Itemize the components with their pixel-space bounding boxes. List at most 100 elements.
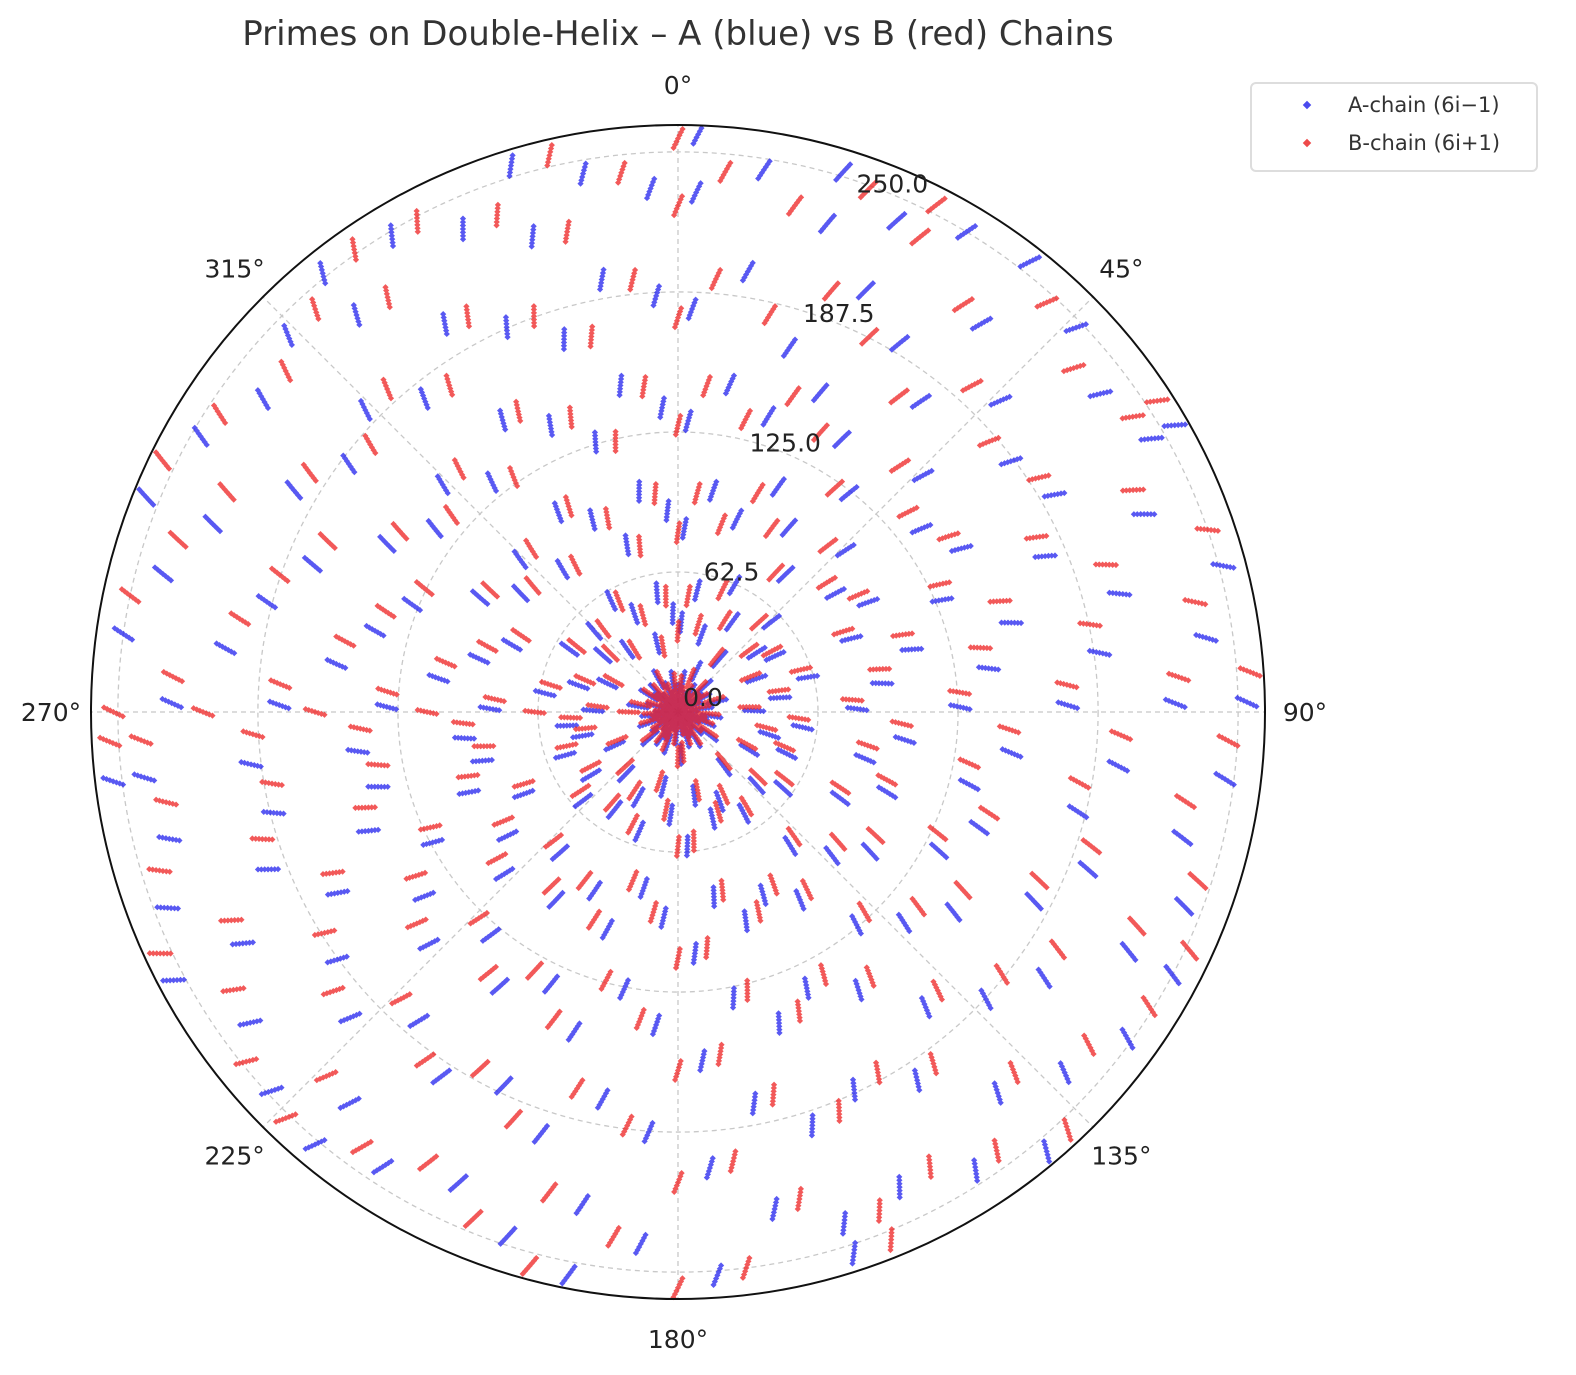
data-point bbox=[729, 1004, 737, 1011]
data-point bbox=[1014, 619, 1021, 626]
r-tick-label: 187.5 bbox=[803, 299, 875, 328]
data-point bbox=[873, 855, 880, 862]
data-point bbox=[786, 694, 793, 701]
data-point bbox=[1082, 321, 1090, 328]
data-point bbox=[1151, 435, 1158, 442]
data-point bbox=[974, 1177, 981, 1184]
data-point bbox=[1140, 486, 1147, 493]
data-point bbox=[776, 1029, 783, 1036]
data-point bbox=[1230, 781, 1237, 788]
data-point bbox=[1006, 597, 1013, 604]
data-point bbox=[743, 927, 751, 934]
data-point bbox=[808, 1128, 816, 1136]
data-point bbox=[1037, 905, 1044, 912]
data-points bbox=[96, 125, 1263, 1301]
data-point bbox=[1175, 421, 1182, 429]
data-point bbox=[1187, 840, 1194, 848]
data-point bbox=[546, 903, 553, 910]
data-point bbox=[697, 1067, 704, 1074]
data-point bbox=[858, 996, 865, 1003]
data-point bbox=[1001, 619, 1008, 626]
data-point bbox=[549, 855, 556, 863]
data-point bbox=[1132, 956, 1139, 963]
data-point bbox=[834, 860, 841, 867]
data-point bbox=[775, 612, 783, 620]
data-point bbox=[559, 1280, 566, 1287]
data-point bbox=[447, 1186, 454, 1193]
data-point bbox=[762, 900, 769, 908]
data-point bbox=[459, 215, 467, 222]
data-point bbox=[870, 759, 877, 766]
data-point bbox=[809, 1112, 816, 1119]
data-point bbox=[761, 644, 768, 651]
data-point bbox=[906, 927, 913, 935]
data-point bbox=[896, 1184, 903, 1191]
data-point bbox=[1148, 435, 1155, 442]
data-point bbox=[851, 1096, 859, 1103]
data-point bbox=[780, 649, 787, 656]
data-point bbox=[927, 1173, 935, 1180]
data-point bbox=[892, 794, 899, 801]
data-point bbox=[792, 517, 799, 524]
data-point bbox=[1112, 561, 1120, 569]
legend-item-a-chain: A-chain (6i−1) bbox=[1252, 90, 1500, 120]
data-point bbox=[649, 1030, 657, 1038]
data-point bbox=[632, 1249, 640, 1257]
data-point bbox=[1155, 434, 1162, 442]
theta-tick-label: 0° bbox=[664, 71, 692, 100]
data-point bbox=[1051, 552, 1059, 559]
data-point bbox=[683, 852, 691, 859]
data-point bbox=[956, 916, 963, 924]
data-point bbox=[910, 739, 918, 746]
chart-title: Primes on Double-Helix – A (blue) vs B (… bbox=[242, 14, 1114, 54]
data-point bbox=[365, 783, 372, 790]
data-point bbox=[839, 1230, 847, 1237]
data-point bbox=[692, 801, 699, 809]
data-point bbox=[662, 583, 669, 590]
data-point bbox=[630, 802, 637, 809]
data-point bbox=[916, 1086, 923, 1094]
data-point bbox=[561, 326, 568, 333]
data-point bbox=[808, 1132, 816, 1139]
data-point bbox=[1140, 511, 1148, 518]
data-point bbox=[814, 672, 821, 679]
data-point bbox=[1092, 872, 1099, 880]
data-point bbox=[690, 959, 697, 967]
data-point bbox=[808, 726, 815, 733]
data-point bbox=[805, 994, 812, 1001]
data-point bbox=[896, 1180, 903, 1187]
theta-tick-label: 315° bbox=[205, 255, 265, 284]
data-point bbox=[599, 934, 606, 941]
data-point bbox=[1106, 651, 1113, 658]
data-point bbox=[612, 428, 619, 435]
data-point bbox=[927, 521, 934, 529]
legend-item-b-chain: B-chain (6i+1) bbox=[1252, 128, 1500, 158]
data-point bbox=[850, 541, 857, 549]
data-point bbox=[154, 904, 161, 911]
legend-label: B-chain (6i+1) bbox=[1348, 131, 1501, 155]
data-point bbox=[1130, 511, 1138, 518]
data-point bbox=[792, 754, 799, 762]
data-point bbox=[494, 201, 502, 208]
data-point bbox=[983, 830, 991, 837]
data-point bbox=[1083, 814, 1090, 821]
data-point bbox=[786, 791, 794, 798]
data-point bbox=[918, 645, 925, 652]
data-point bbox=[1161, 422, 1168, 430]
data-point bbox=[888, 680, 895, 687]
data-point bbox=[1017, 753, 1024, 760]
data-point bbox=[1065, 1078, 1072, 1086]
theta-tick-label: 135° bbox=[1091, 1141, 1151, 1170]
data-point bbox=[874, 595, 881, 603]
data-point bbox=[948, 595, 955, 602]
data-point bbox=[809, 1118, 816, 1126]
data-point bbox=[1181, 704, 1188, 711]
legend: A-chain (6i−1) B-chain (6i+1) bbox=[1250, 82, 1538, 172]
data-point bbox=[800, 905, 807, 912]
data-point bbox=[998, 619, 1005, 626]
data-point bbox=[849, 1260, 856, 1267]
data-point bbox=[1253, 703, 1260, 710]
data-point bbox=[713, 478, 720, 485]
data-point bbox=[1171, 422, 1178, 429]
